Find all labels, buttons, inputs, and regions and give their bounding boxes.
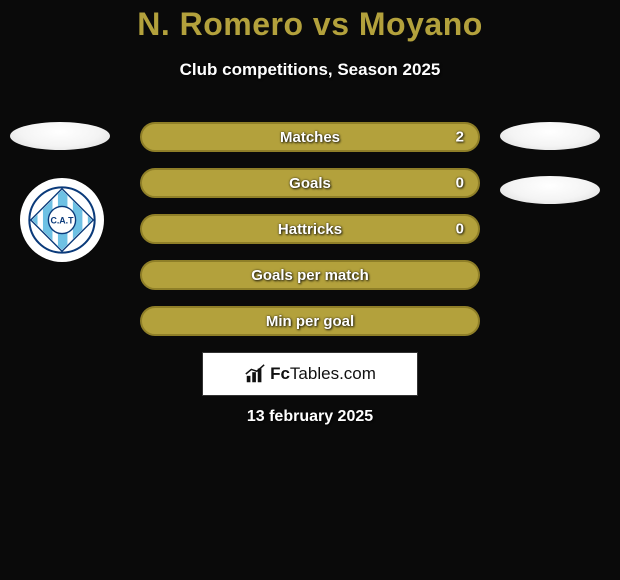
stat-row-min-per-goal: Min per goal bbox=[140, 306, 480, 336]
brand-box: FcTables.com bbox=[202, 352, 418, 396]
stat-label: Min per goal bbox=[266, 313, 354, 330]
stats-panel: Matches 2 Goals 0 Hattricks 0 Goals per … bbox=[140, 122, 480, 352]
stat-value: 0 bbox=[456, 175, 464, 192]
player-avatar-right bbox=[500, 122, 600, 150]
club-badge-icon: C.A.T bbox=[28, 186, 96, 254]
stat-row-hattricks: Hattricks 0 bbox=[140, 214, 480, 244]
stat-value: 2 bbox=[456, 129, 464, 146]
player-avatar-right-2 bbox=[500, 176, 600, 204]
footer-date: 13 february 2025 bbox=[0, 408, 620, 426]
stat-label: Goals bbox=[289, 175, 331, 192]
stat-label: Matches bbox=[280, 129, 340, 146]
brand-rest: Tables.com bbox=[290, 364, 376, 383]
stat-row-goals-per-match: Goals per match bbox=[140, 260, 480, 290]
brand-bold: Fc bbox=[270, 364, 290, 383]
stat-value: 0 bbox=[456, 221, 464, 238]
stat-row-matches: Matches 2 bbox=[140, 122, 480, 152]
page-subtitle: Club competitions, Season 2025 bbox=[0, 60, 620, 80]
club-badge: C.A.T bbox=[20, 178, 104, 262]
stat-label: Goals per match bbox=[251, 267, 369, 284]
stat-row-goals: Goals 0 bbox=[140, 168, 480, 198]
bar-chart-icon bbox=[244, 363, 266, 385]
brand-text: FcTables.com bbox=[270, 364, 376, 384]
page-title: N. Romero vs Moyano bbox=[0, 6, 620, 43]
player-avatar-left bbox=[10, 122, 110, 150]
stat-label: Hattricks bbox=[278, 221, 342, 238]
club-badge-text: C.A.T bbox=[50, 215, 74, 225]
